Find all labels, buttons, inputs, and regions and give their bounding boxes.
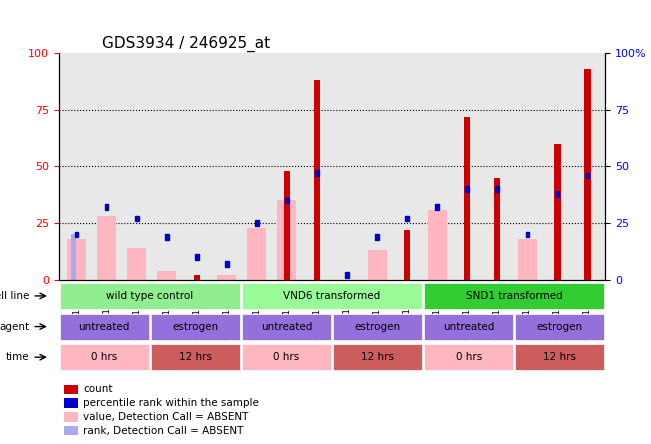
FancyBboxPatch shape [242,283,422,309]
FancyBboxPatch shape [242,313,331,340]
Bar [97,216,116,280]
FancyBboxPatch shape [424,283,604,309]
Bar [193,275,200,280]
Bar [195,254,199,260]
Text: untreated: untreated [79,321,130,332]
Bar [554,144,561,280]
Text: agent: agent [0,321,29,332]
FancyBboxPatch shape [516,313,604,340]
Bar [64,426,77,436]
Bar [64,385,77,394]
Bar [464,117,471,280]
Text: count: count [83,385,113,394]
Bar [72,234,76,280]
Text: estrogen: estrogen [355,321,400,332]
Bar [127,248,146,280]
Text: 12 hrs: 12 hrs [544,352,576,362]
Text: cell line: cell line [0,291,29,301]
Bar [406,216,409,222]
Text: 12 hrs: 12 hrs [179,352,212,362]
Text: 12 hrs: 12 hrs [361,352,394,362]
Text: estrogen: estrogen [173,321,218,332]
Bar [586,173,589,178]
Bar [277,201,296,280]
Bar [217,275,236,280]
Bar [64,412,77,422]
Bar [135,216,139,222]
Bar [436,204,439,210]
Text: wild type control: wild type control [106,291,193,301]
FancyBboxPatch shape [333,313,422,340]
Text: untreated: untreated [443,321,494,332]
Bar [465,186,469,192]
Bar [247,228,266,280]
Bar [314,80,320,280]
Text: value, Detection Call = ABSENT: value, Detection Call = ABSENT [83,412,249,422]
Bar [525,232,529,237]
Bar [345,272,349,278]
Bar [584,69,590,280]
Text: SND1 transformed: SND1 transformed [466,291,562,301]
FancyBboxPatch shape [60,283,240,309]
Bar [105,204,109,210]
FancyBboxPatch shape [424,344,513,370]
FancyBboxPatch shape [516,344,604,370]
Bar [375,234,379,239]
Text: untreated: untreated [261,321,312,332]
Bar [428,210,447,280]
Bar [495,186,499,192]
Text: estrogen: estrogen [537,321,583,332]
FancyBboxPatch shape [151,313,240,340]
Bar [404,230,410,280]
Text: 0 hrs: 0 hrs [456,352,482,362]
Bar [64,398,77,408]
Bar [225,261,229,267]
Text: time: time [6,352,29,362]
FancyBboxPatch shape [333,344,422,370]
Bar [494,178,501,280]
Bar [518,239,537,280]
Bar [285,198,289,203]
Text: GDS3934 / 246925_at: GDS3934 / 246925_at [102,36,270,52]
Bar [75,232,78,237]
Bar [315,170,319,176]
FancyBboxPatch shape [60,313,148,340]
Bar [368,250,387,280]
Text: 0 hrs: 0 hrs [91,352,117,362]
Text: 0 hrs: 0 hrs [273,352,299,362]
Bar [555,191,559,197]
Text: VND6 transformed: VND6 transformed [283,291,381,301]
FancyBboxPatch shape [151,344,240,370]
Bar [165,234,169,239]
FancyBboxPatch shape [242,344,331,370]
Bar [284,171,290,280]
Text: percentile rank within the sample: percentile rank within the sample [83,398,259,408]
Text: rank, Detection Call = ABSENT: rank, Detection Call = ABSENT [83,426,243,436]
Bar [255,220,258,226]
Bar [67,239,86,280]
FancyBboxPatch shape [424,313,513,340]
Bar [158,271,176,280]
FancyBboxPatch shape [60,344,148,370]
